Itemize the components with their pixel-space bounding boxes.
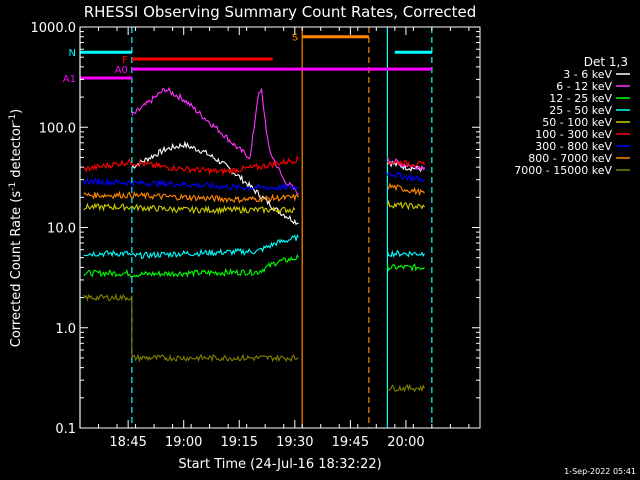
legend-title: Det 1,3 <box>584 55 628 69</box>
series-800-7000-kev <box>83 190 299 204</box>
legend-entry-label: 3 - 6 keV <box>563 68 612 81</box>
y-tick-label: 100.0 <box>39 121 76 136</box>
legend-entry-label: 300 - 800 keV <box>535 140 612 153</box>
x-axis: 18:45 19:00 19:15 19:30 19:45 20:00 <box>79 27 470 450</box>
series-6-12-kev <box>131 86 299 196</box>
series-800-7000-kev-after-gap <box>386 182 425 196</box>
x-tick-label: 19:30 <box>276 435 313 450</box>
legend-entry-label: 800 - 7000 keV <box>528 152 612 165</box>
footer-timestamp: 1-Sep-2022 05:41 <box>564 467 636 476</box>
y-axis-label-exp: -1 <box>8 182 18 191</box>
y-axis-label-exp-2: -1 <box>8 114 18 123</box>
series-50-100-kev <box>83 202 296 215</box>
flag-label-f: F <box>122 55 128 66</box>
y-tick-label: 1.0 <box>55 322 76 337</box>
y-axis: 0.1 1.0 10.0 100.0 1000.0 <box>31 21 480 437</box>
series-3-6-kev <box>131 140 299 226</box>
legend-entry-label: 50 - 100 keV <box>542 116 612 129</box>
series-100-300-kev <box>83 154 299 177</box>
series-50-100-kev-after-gap <box>386 199 425 211</box>
chart-title: RHESSI Observing Summary Count Rates, Co… <box>84 3 477 21</box>
plot-area: N FA0 A1 S <box>63 27 433 428</box>
flag-label-s: S <box>292 33 298 44</box>
series-25-50-kev <box>83 234 299 260</box>
x-tick-label: 18:45 <box>109 435 146 450</box>
y-tick-label: 0.1 <box>55 422 76 437</box>
series-12-25-kev <box>83 253 299 278</box>
x-tick-label: 20:00 <box>387 435 424 450</box>
legend-entry-label: 12 - 25 keV <box>549 92 612 105</box>
series-100-300-kev-after-gap <box>387 159 425 167</box>
y-axis-label-text-3: ) <box>9 109 24 114</box>
series-6-12-kev-after-gap <box>386 156 425 172</box>
series-300-800-kev <box>83 177 299 192</box>
series-25-50-kev-after-gap <box>386 249 425 259</box>
y-axis-label: Corrected Count Rate (s-1 detector-1) <box>8 109 24 347</box>
y-tick-label: 1000.0 <box>31 21 77 36</box>
legend-entry-label: 6 - 12 keV <box>556 80 612 93</box>
series-7000-15000-kev-after-gap <box>387 383 425 393</box>
flag-label-a0: A0 <box>115 65 128 76</box>
legend-entry-label: 100 - 300 keV <box>535 128 612 141</box>
series-12-25-kev-after-gap <box>386 263 425 272</box>
series-7000-15000-kev <box>83 292 299 363</box>
x-tick-label: 19:00 <box>165 435 202 450</box>
y-tick-label: 10.0 <box>47 222 76 237</box>
series-300-800-kev-after-gap <box>386 171 425 183</box>
y-axis-label-text-2: detector <box>9 122 24 182</box>
flag-label-n: N <box>69 48 76 59</box>
legend-entry-label: 7000 - 15000 keV <box>514 164 612 177</box>
x-axis-label: Start Time (24-Jul-16 18:32:22) <box>178 457 381 472</box>
legend-entry-label: 25 - 50 keV <box>549 104 612 117</box>
x-tick-label: 19:45 <box>332 435 369 450</box>
x-tick-label: 19:15 <box>221 435 258 450</box>
y-axis-label-text: Corrected Count Rate (s <box>9 191 24 348</box>
flag-label-a1: A1 <box>63 74 76 85</box>
